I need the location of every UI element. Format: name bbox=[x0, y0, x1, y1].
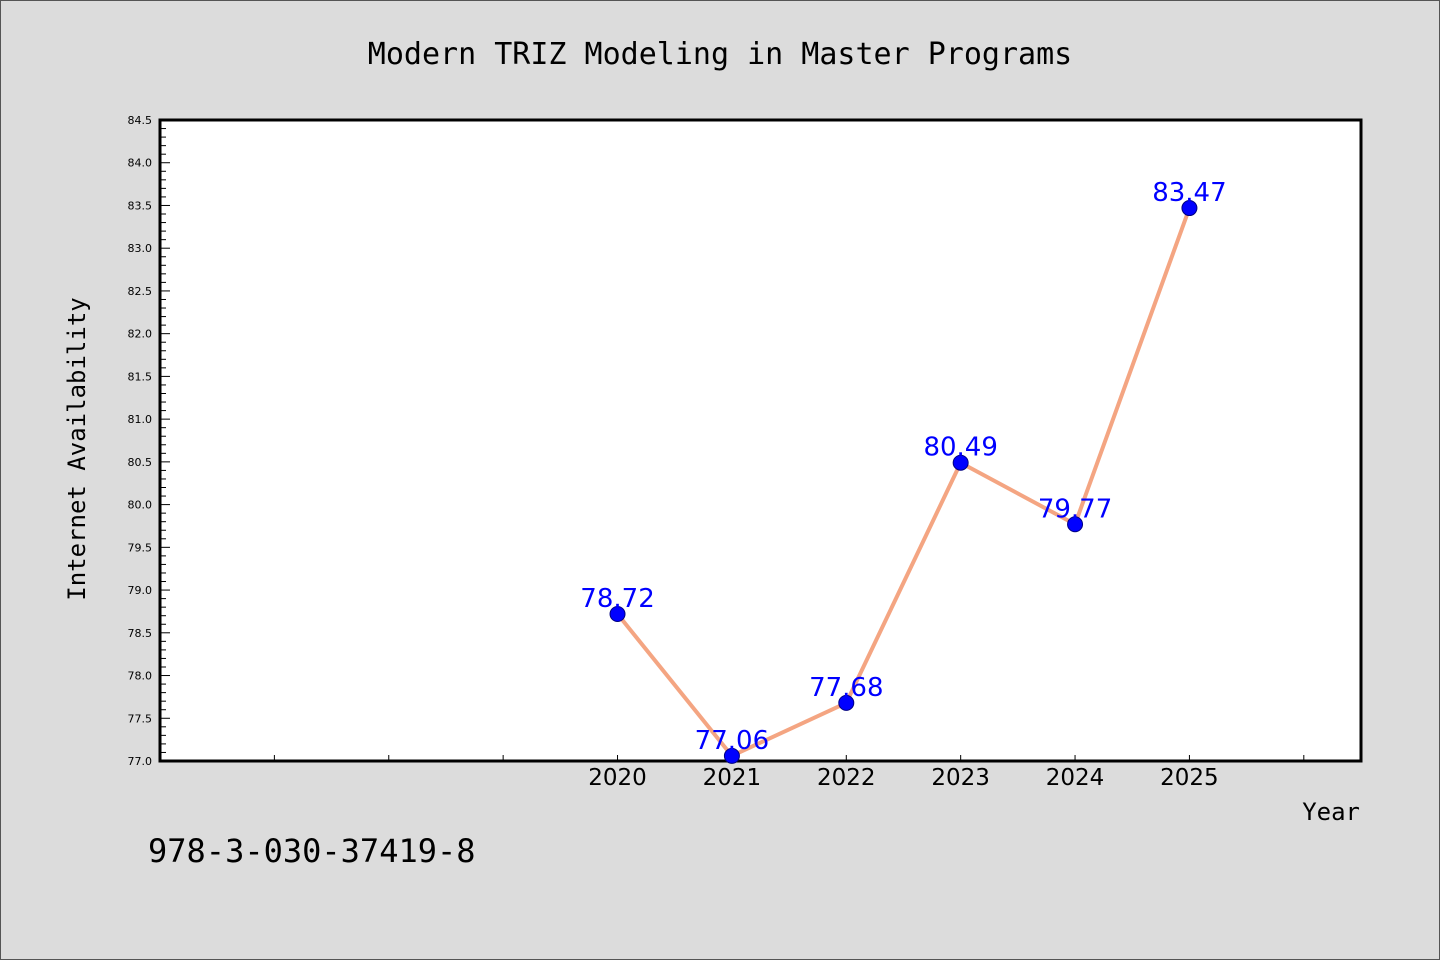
x-tick-label: 2025 bbox=[1160, 765, 1219, 791]
data-point bbox=[723, 747, 740, 764]
y-tick-label: 84.0 bbox=[128, 157, 153, 170]
y-axis-label: Internet Availability bbox=[63, 297, 91, 600]
x-tick-label: 2023 bbox=[931, 765, 990, 791]
plot-area bbox=[158, 118, 1363, 763]
y-tick-label: 77.5 bbox=[128, 712, 153, 725]
data-label: 77.06 bbox=[695, 726, 769, 756]
y-tick-label: 83.5 bbox=[128, 199, 153, 212]
chart-title: Modern TRIZ Modeling in Master Programs bbox=[368, 37, 1072, 72]
y-axis: 77.0 77.5 78.0 78.5 79.0 79.5 80.0 80.5 81.0 81.5… bbox=[128, 114, 170, 768]
isbn-code: 978-3-030-37419-8 bbox=[148, 832, 476, 870]
y-tick-label: 79.0 bbox=[128, 584, 153, 597]
data-point bbox=[952, 454, 969, 471]
data-label: 80.49 bbox=[923, 433, 997, 463]
x-tick-label: 2020 bbox=[588, 765, 647, 791]
y-tick-label: 80.0 bbox=[128, 499, 153, 512]
x-tick-label: 2024 bbox=[1046, 765, 1105, 791]
x-axis-label: Year bbox=[1302, 798, 1360, 826]
data-label: 77.68 bbox=[809, 673, 883, 703]
data-point bbox=[1067, 516, 1084, 533]
y-tick-label: 81.5 bbox=[128, 370, 153, 383]
data-point bbox=[1181, 200, 1198, 217]
series-group: 78.72 77.06 77.68 80.49 79.77 83.47 bbox=[580, 178, 1227, 764]
data-label: 83.47 bbox=[1152, 178, 1226, 208]
y-tick-label: 78.0 bbox=[128, 670, 153, 683]
data-label: 78.72 bbox=[580, 584, 654, 614]
y-tick-label: 82.0 bbox=[128, 328, 153, 341]
series-line bbox=[615, 206, 1192, 758]
y-tick-label: 78.5 bbox=[128, 627, 153, 640]
data-point bbox=[609, 605, 626, 622]
x-tick-label: 2021 bbox=[703, 765, 762, 791]
y-tick-label: 80.5 bbox=[128, 456, 153, 469]
data-label: 79.77 bbox=[1038, 494, 1112, 524]
x-axis: 2020 2021 2022 2023 2024 2025 bbox=[273, 755, 1305, 791]
y-tick-label: 77.0 bbox=[128, 755, 153, 768]
y-tick-label: 79.5 bbox=[128, 541, 153, 554]
y-tick-label: 82.5 bbox=[128, 285, 153, 298]
data-point bbox=[838, 694, 855, 711]
y-tick-label: 84.5 bbox=[128, 114, 153, 127]
y-tick-label: 81.0 bbox=[128, 413, 153, 426]
x-tick-label: 2022 bbox=[817, 765, 876, 791]
y-tick-label: 83.0 bbox=[128, 242, 153, 255]
